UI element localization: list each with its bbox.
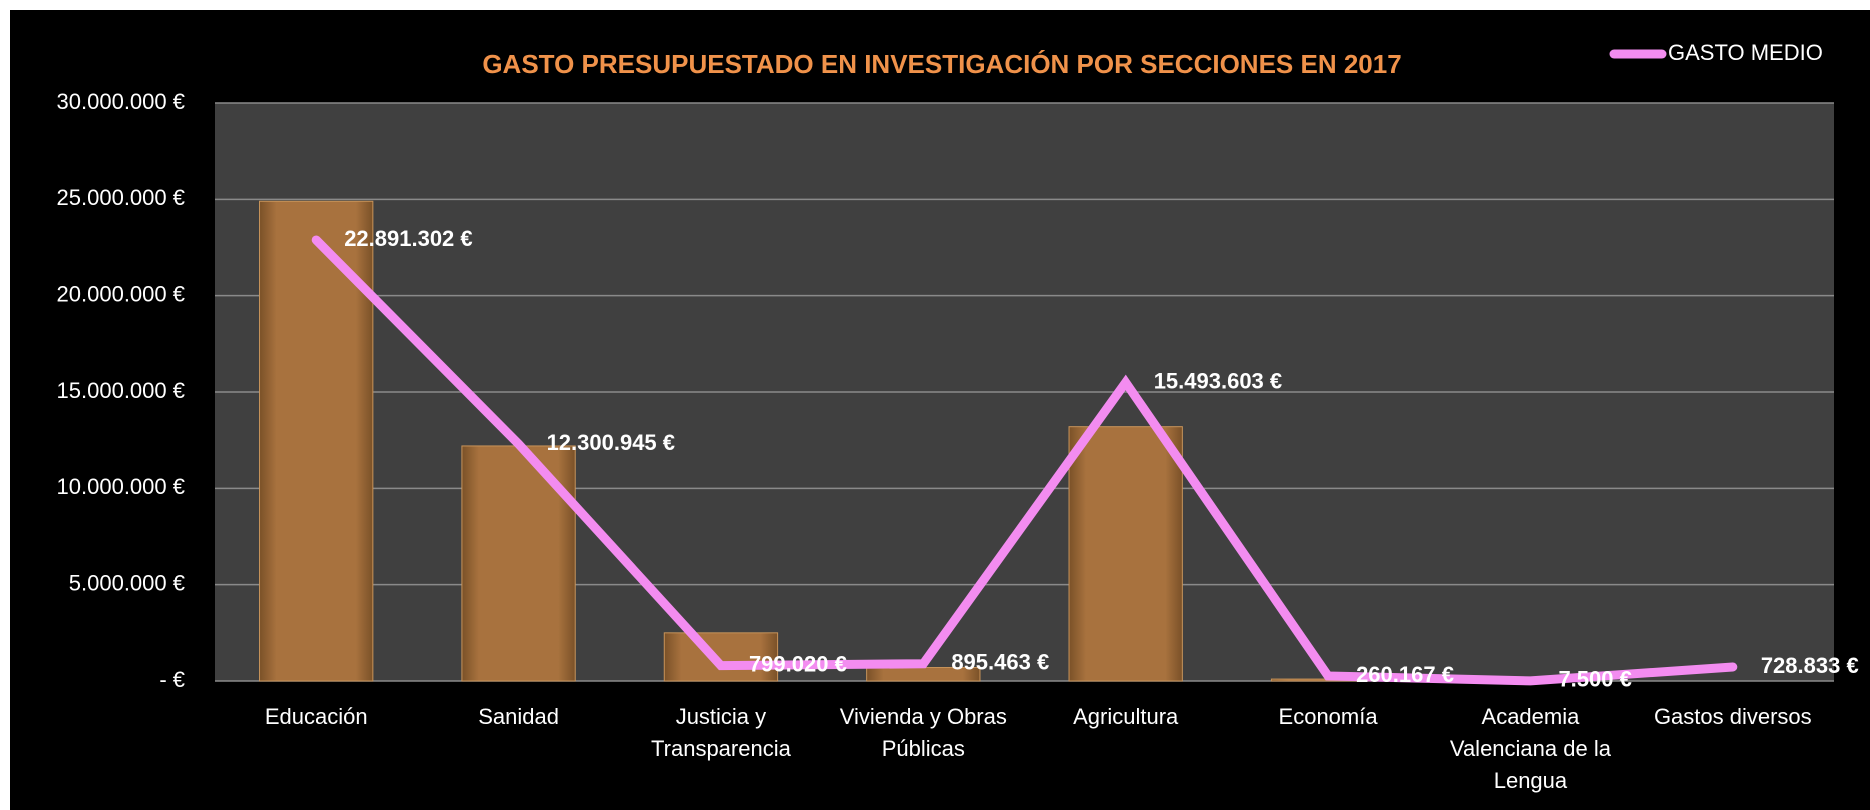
x-tick-label: Vivienda y Obras Públicas xyxy=(839,704,1007,761)
x-tick-label: Educación xyxy=(264,704,368,729)
data-label: 15.493.603 € xyxy=(1154,368,1282,393)
y-tick-label: - € xyxy=(159,667,185,692)
data-label: 7.500 € xyxy=(1558,667,1631,692)
x-tick-label: Economía xyxy=(1278,704,1378,729)
y-tick-label: 20.000.000 € xyxy=(57,281,185,306)
y-tick-label: 30.000.000 € xyxy=(57,89,185,114)
bar xyxy=(259,200,374,682)
x-tick-label: Sanidad xyxy=(478,704,559,729)
data-label: 895.463 € xyxy=(951,650,1049,675)
y-tick-label: 25.000.000 € xyxy=(57,185,185,210)
x-tick-label: Gastos diversos xyxy=(1653,704,1812,729)
y-tick-label: 15.000.000 € xyxy=(57,378,185,403)
y-tick-label: 5.000.000 € xyxy=(69,570,185,595)
data-label: 260.167 € xyxy=(1356,662,1454,687)
x-tick-label: Justicia y Transparencia xyxy=(651,704,791,761)
line xyxy=(311,235,1738,686)
x-tick-label: Academia Valenciana de la Lengua xyxy=(1449,704,1611,793)
legend-label: GASTO MEDIO xyxy=(1668,40,1823,65)
y-tick-label: 10.000.000 € xyxy=(57,474,185,499)
data-label: 799.020 € xyxy=(749,651,847,676)
chart-title: GASTO PRESUPUESTADO EN INVESTIGACIÓN POR… xyxy=(482,49,1401,79)
data-label: 728.833 € xyxy=(1761,653,1859,678)
bar xyxy=(1068,426,1183,682)
data-label: 22.891.302 € xyxy=(344,226,472,251)
data-label: 12.300.945 € xyxy=(547,430,675,455)
x-tick-label: Agricultura xyxy=(1073,704,1179,729)
bar xyxy=(663,632,779,682)
